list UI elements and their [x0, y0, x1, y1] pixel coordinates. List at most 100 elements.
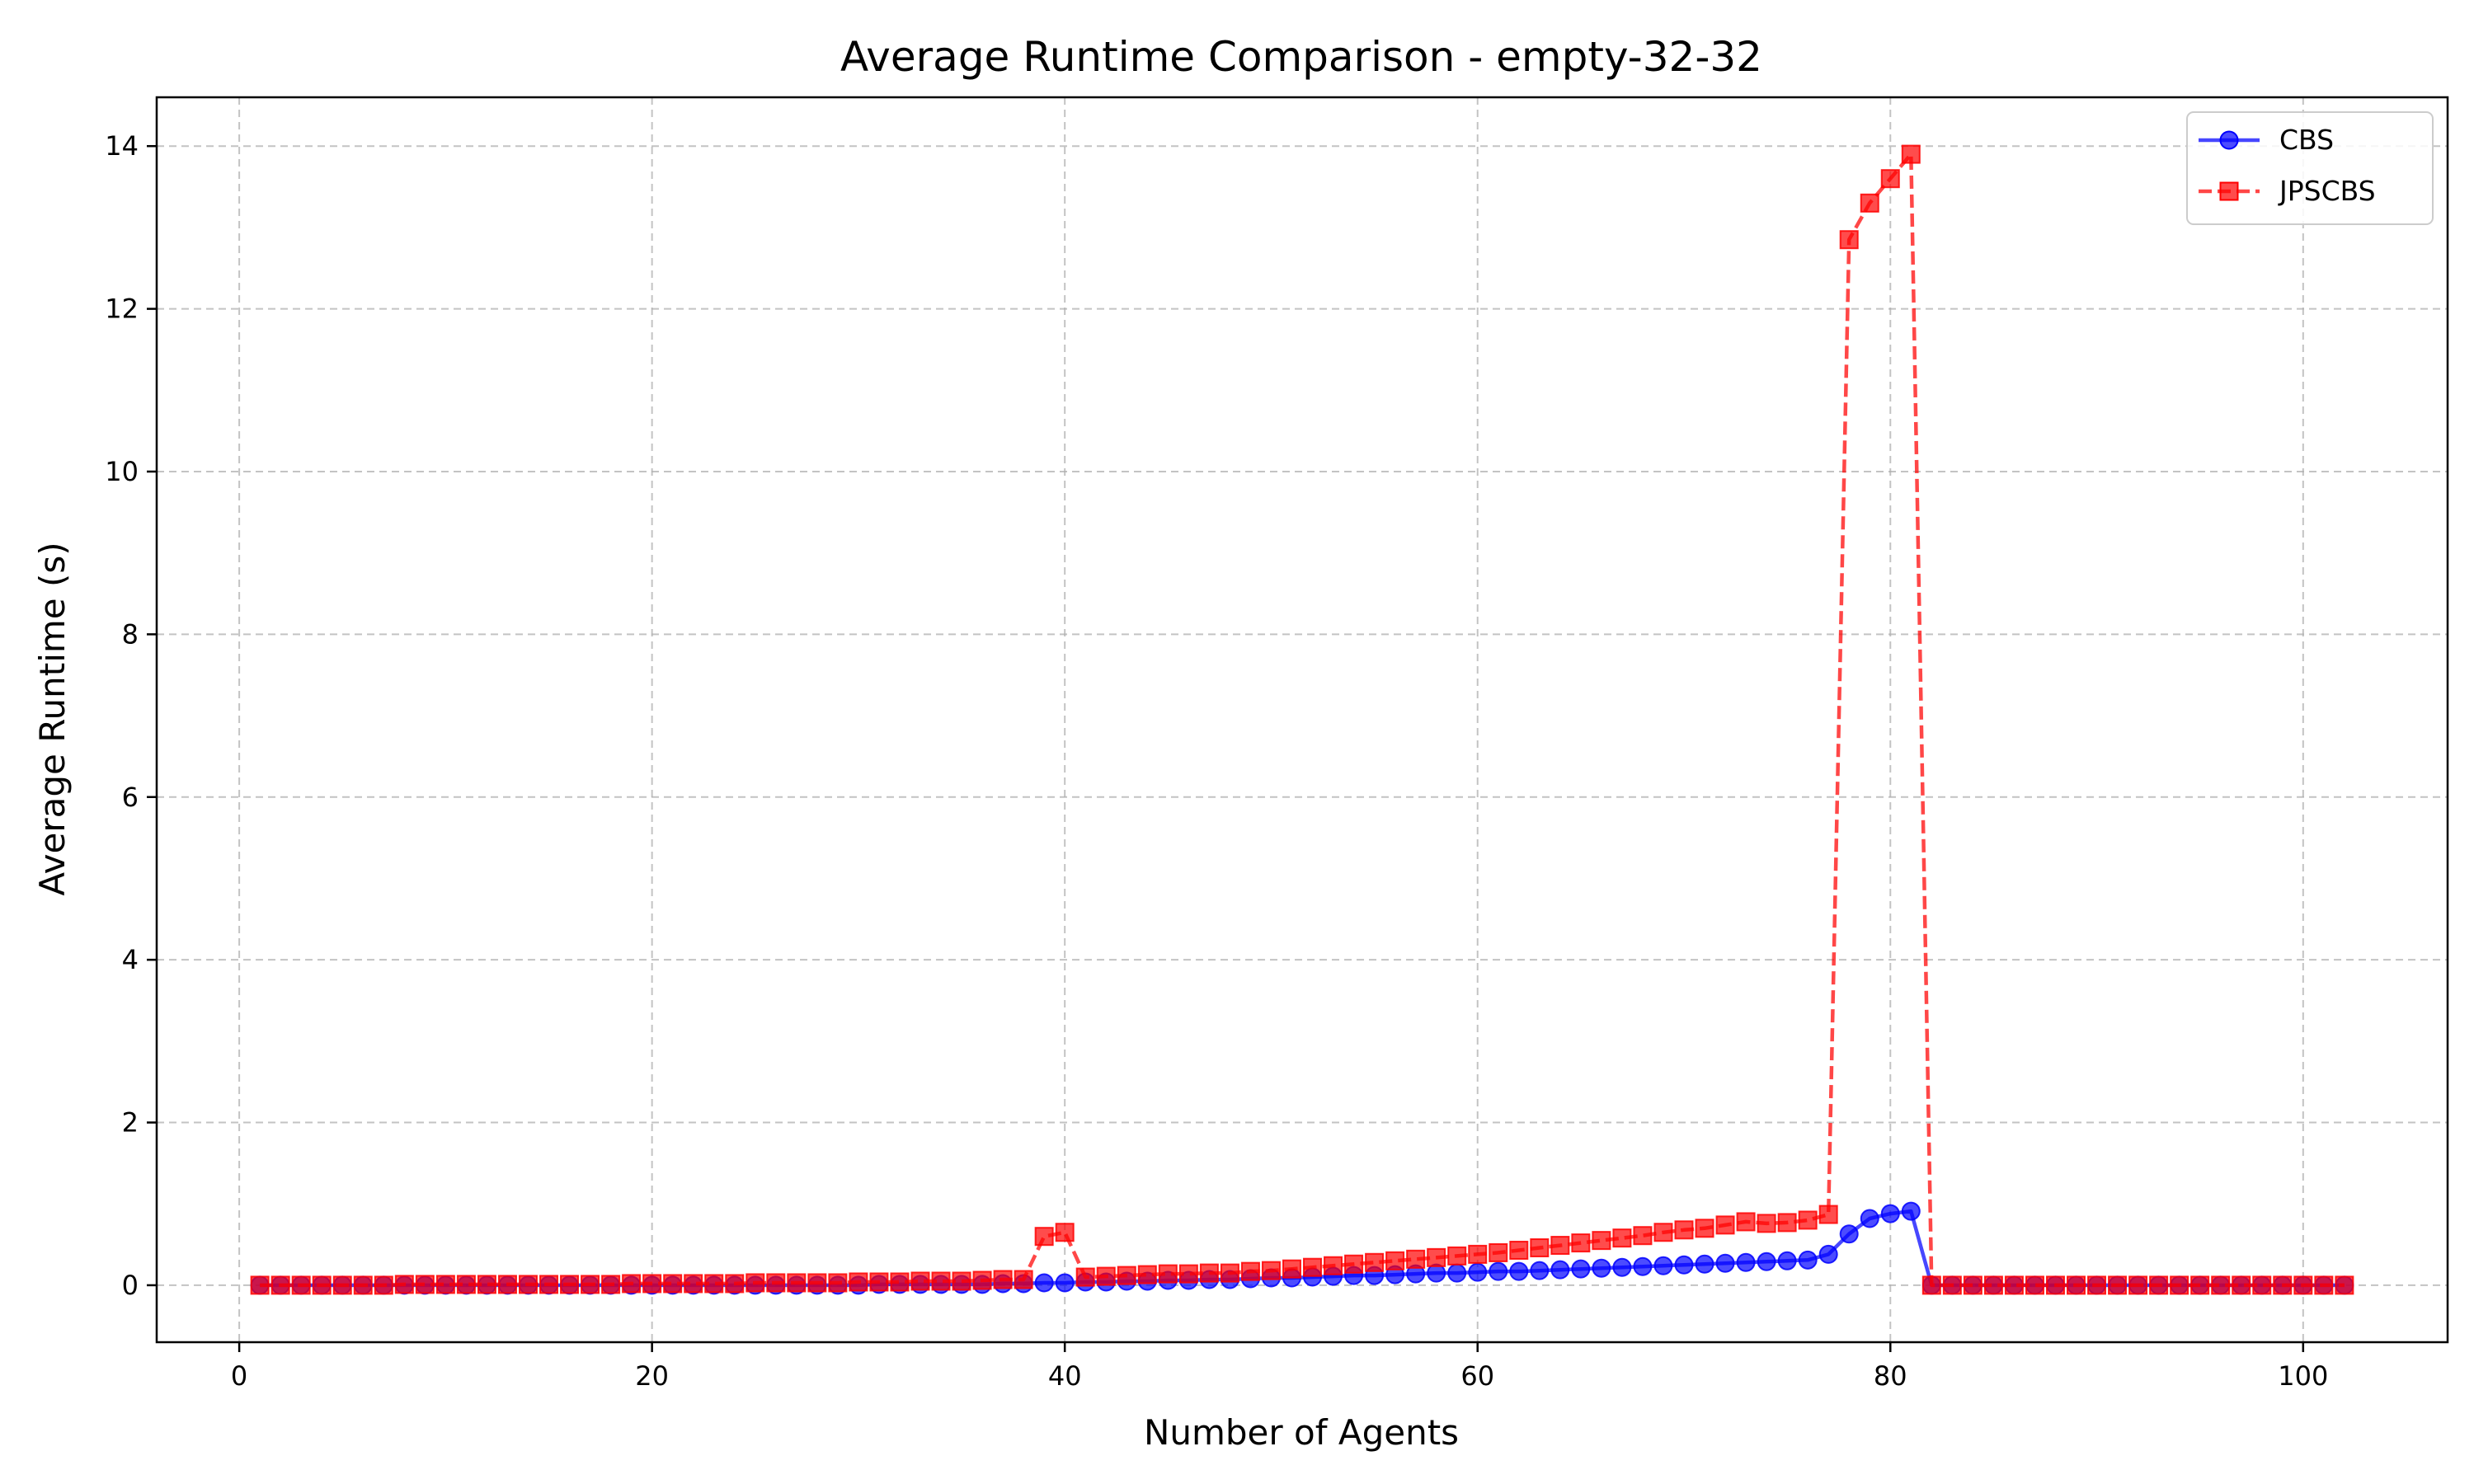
data-point-jpscbs	[1921, 1275, 1941, 1295]
data-point-jpscbs	[1880, 169, 1900, 189]
data-point-jpscbs	[952, 1271, 971, 1291]
data-point-cbs	[1653, 1256, 1673, 1275]
data-point-jpscbs	[1447, 1246, 1467, 1266]
data-point-jpscbs	[2335, 1275, 2354, 1295]
y-tick-label: 2	[122, 1107, 139, 1139]
data-point-jpscbs	[1034, 1227, 1054, 1247]
axis-ticks: 0 20 40 60 80 100 0 2 4 6 8 10 12 14	[105, 130, 2328, 1392]
data-point-jpscbs	[1489, 1242, 1508, 1262]
y-tick-label: 14	[105, 130, 139, 162]
data-point-jpscbs	[374, 1275, 393, 1295]
data-point-cbs	[1715, 1253, 1735, 1273]
series-line-jpscbs	[260, 152, 2345, 1288]
data-point-jpscbs	[745, 1273, 765, 1293]
data-point-jpscbs	[250, 1275, 270, 1295]
x-tick-label: 40	[1048, 1360, 1082, 1392]
data-point-cbs	[1880, 1204, 1900, 1223]
data-point-cbs	[1633, 1256, 1653, 1276]
data-point-jpscbs	[807, 1273, 827, 1293]
data-point-jpscbs	[1571, 1233, 1591, 1253]
data-point-cbs	[1777, 1251, 1797, 1270]
data-point-jpscbs	[1963, 1275, 1982, 1295]
data-point-jpscbs	[497, 1275, 517, 1294]
data-point-jpscbs	[560, 1275, 580, 1294]
data-point-jpscbs	[1736, 1212, 1756, 1232]
data-point-jpscbs	[1715, 1215, 1735, 1235]
data-point-jpscbs	[1674, 1220, 1694, 1240]
data-point-jpscbs	[2232, 1275, 2251, 1295]
data-point-cbs	[1901, 1201, 1921, 1221]
y-axis-label: Average Runtime (s)	[32, 542, 73, 895]
data-point-jpscbs	[2149, 1275, 2169, 1295]
data-point-jpscbs	[890, 1272, 910, 1292]
y-tick-label: 12	[105, 294, 139, 325]
legend-marker-jpscbs	[2219, 181, 2239, 201]
data-point-cbs	[1530, 1261, 1550, 1280]
x-tick-label: 60	[1460, 1360, 1494, 1392]
data-point-jpscbs	[1282, 1259, 1301, 1279]
data-point-cbs	[1839, 1224, 1859, 1244]
data-point-jpscbs	[642, 1274, 662, 1294]
y-tick-label: 8	[122, 618, 139, 650]
data-point-jpscbs	[1240, 1261, 1260, 1281]
legend-label-jpscbs: JPSCBS	[2278, 175, 2376, 207]
data-point-jpscbs	[1178, 1264, 1198, 1284]
data-point-cbs	[1612, 1257, 1632, 1277]
x-tick-label: 20	[635, 1360, 669, 1392]
data-point-jpscbs	[787, 1273, 807, 1293]
data-point-jpscbs	[1117, 1266, 1136, 1285]
legend-marker-cbs	[2219, 130, 2239, 150]
data-point-jpscbs	[2004, 1275, 2024, 1295]
data-point-jpscbs	[2108, 1275, 2128, 1295]
data-point-jpscbs	[1096, 1266, 1116, 1286]
data-point-cbs	[1447, 1263, 1467, 1283]
data-point-jpscbs	[910, 1271, 930, 1291]
data-point-cbs	[1798, 1250, 1818, 1270]
data-point-jpscbs	[1406, 1249, 1426, 1269]
data-point-jpscbs	[291, 1275, 311, 1295]
x-tick-label: 80	[1874, 1360, 1907, 1392]
data-point-jpscbs	[332, 1275, 352, 1295]
data-point-jpscbs	[270, 1275, 290, 1295]
data-point-jpscbs	[1427, 1247, 1446, 1267]
data-point-jpscbs	[312, 1275, 332, 1295]
data-point-jpscbs	[2087, 1275, 2107, 1295]
data-point-jpscbs	[1055, 1223, 1075, 1242]
data-point-jpscbs	[601, 1275, 621, 1294]
data-point-jpscbs	[1860, 193, 1879, 213]
data-point-jpscbs	[1530, 1238, 1550, 1258]
data-point-jpscbs	[2273, 1275, 2293, 1295]
data-point-jpscbs	[931, 1271, 951, 1291]
data-point-cbs	[1489, 1261, 1508, 1281]
data-point-jpscbs	[1468, 1244, 1488, 1264]
data-point-jpscbs	[1344, 1254, 1364, 1274]
data-point-jpscbs	[849, 1272, 868, 1292]
data-point-jpscbs	[725, 1274, 745, 1294]
data-point-jpscbs	[1220, 1263, 1239, 1283]
legend: CBS JPSCBS	[2186, 111, 2434, 225]
data-point-cbs	[1571, 1259, 1591, 1279]
data-point-jpscbs	[828, 1273, 848, 1293]
data-point-cbs	[1550, 1260, 1570, 1280]
grid	[157, 97, 2448, 1342]
data-point-jpscbs	[477, 1275, 496, 1294]
data-point-jpscbs	[2190, 1275, 2210, 1295]
x-axis-label: Number of Agents	[1144, 1412, 1459, 1453]
data-point-jpscbs	[1653, 1223, 1673, 1242]
data-point-jpscbs	[622, 1274, 642, 1294]
data-point-jpscbs	[2211, 1275, 2231, 1295]
data-point-jpscbs	[1261, 1261, 1281, 1280]
data-point-jpscbs	[1798, 1210, 1818, 1230]
data-point-jpscbs	[1075, 1267, 1095, 1287]
data-point-jpscbs	[1612, 1228, 1632, 1248]
data-point-cbs	[1674, 1255, 1694, 1275]
data-point-jpscbs	[1550, 1236, 1570, 1256]
data-point-jpscbs	[1303, 1257, 1323, 1277]
data-point-cbs	[1055, 1273, 1075, 1293]
data-point-jpscbs	[1942, 1275, 1962, 1295]
data-point-jpscbs	[766, 1273, 786, 1293]
data-point-cbs	[1757, 1252, 1776, 1271]
data-point-cbs	[1468, 1262, 1488, 1282]
series-layer	[250, 144, 2354, 1295]
data-point-jpscbs	[415, 1275, 435, 1294]
